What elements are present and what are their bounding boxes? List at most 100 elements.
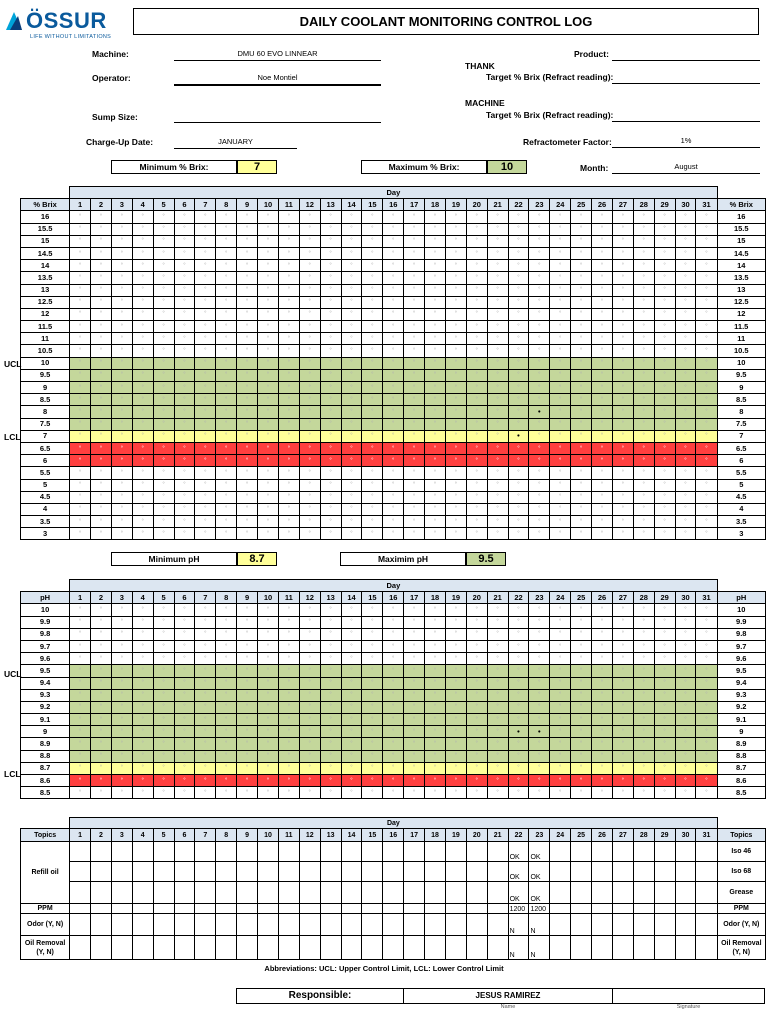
reading-cell[interactable]: ° [674,368,697,383]
reading-cell[interactable]: ° [298,676,321,690]
reading-cell[interactable]: ° [528,466,551,480]
reading-cell[interactable]: ° [319,676,342,690]
reading-cell[interactable]: ° [215,441,238,456]
reading-cell[interactable]: ° [653,502,676,517]
reading-cell[interactable]: ° [110,307,133,322]
reading-cell[interactable]: ° [528,700,551,715]
reading-cell[interactable]: ° [674,502,697,517]
reading-cell[interactable]: ° [277,234,300,248]
reading-cell[interactable]: ° [444,320,467,334]
reading-cell[interactable]: ° [382,502,405,517]
reading-cell[interactable]: ° [549,454,572,468]
topic-cell[interactable] [611,861,634,882]
reading-cell[interactable]: ° [257,259,279,273]
reading-cell[interactable]: ° [298,639,321,654]
reading-cell[interactable]: ° [361,246,384,261]
reading-cell[interactable]: ° [549,490,572,504]
reading-cell[interactable]: ° [444,332,467,346]
reading-cell[interactable]: ° [570,466,593,480]
reading-cell[interactable]: ° [486,652,509,666]
reading-cell[interactable]: ° [194,700,217,715]
reading-cell[interactable]: ° [257,417,279,431]
reading-cell[interactable]: ° [236,639,259,654]
reading-cell[interactable]: ° [90,454,112,468]
topic-cell[interactable] [298,913,321,936]
reading-cell[interactable]: ° [570,320,593,334]
reading-cell[interactable]: ° [340,344,363,358]
reading-cell[interactable]: ° [298,405,321,419]
reading-cell[interactable]: ° [173,332,196,346]
topic-cell[interactable] [152,903,175,914]
reading-cell[interactable]: ° [695,676,718,690]
reading-cell[interactable]: ° [194,429,217,443]
reading-cell[interactable]: ° [444,737,467,751]
reading-cell[interactable]: ° [549,417,572,431]
reading-cell[interactable]: ° [69,786,92,800]
reading-cell[interactable]: ° [403,259,426,273]
reading-cell[interactable]: ° [131,417,154,431]
reading-cell[interactable]: ° [653,627,676,641]
reading-cell[interactable]: ° [277,295,300,309]
reading-cell[interactable]: ° [90,393,112,407]
reading-cell[interactable]: ° [570,676,593,690]
reading-cell[interactable]: ° [611,603,634,617]
topic-cell[interactable] [549,881,572,904]
reading-cell[interactable]: ° [674,761,697,776]
reading-cell[interactable]: ° [528,259,551,273]
reading-cell[interactable]: ° [319,749,342,763]
reading-cell[interactable]: ° [257,688,279,702]
reading-cell[interactable]: ° [173,405,196,419]
reading-cell[interactable]: ° [340,737,363,751]
reading-cell[interactable]: ° [277,454,300,468]
topic-cell[interactable] [674,841,697,862]
reading-cell[interactable]: ° [444,749,467,763]
reading-cell[interactable]: ° [152,773,175,788]
reading-cell[interactable]: ° [194,515,217,529]
reading-cell[interactable]: ° [507,773,530,788]
reading-cell[interactable]: ° [257,380,279,395]
reading-cell[interactable]: ° [403,393,426,407]
reading-cell[interactable]: ° [486,676,509,690]
reading-cell[interactable]: ° [69,234,92,248]
reading-cell[interactable]: ° [298,527,321,541]
reading-cell[interactable]: ° [69,502,92,517]
reading-cell[interactable]: ° [257,356,279,370]
reading-cell[interactable]: ° [486,380,509,395]
reading-cell[interactable]: ° [403,615,426,629]
reading-cell[interactable]: ° [444,700,467,715]
reading-cell[interactable]: ° [465,737,488,751]
reading-cell[interactable]: ° [632,283,655,297]
reading-cell[interactable]: ° [215,749,238,763]
reading-cell[interactable]: ° [570,773,593,788]
topic-cell[interactable] [69,881,92,904]
reading-cell[interactable]: ° [69,749,92,763]
reading-cell[interactable]: ° [298,210,321,224]
reading-cell[interactable]: ° [340,417,363,431]
reading-cell[interactable]: ° [507,405,530,419]
topic-cell[interactable] [611,881,634,904]
topic-cell[interactable] [632,841,655,862]
reading-cell[interactable]: ° [403,627,426,641]
reading-cell[interactable]: ° [674,713,697,727]
reading-cell[interactable]: ° [90,749,112,763]
topic-cell[interactable] [298,881,321,904]
reading-cell[interactable]: ° [465,429,488,443]
reading-cell[interactable]: ° [424,737,446,751]
reading-cell[interactable]: ° [110,773,133,788]
reading-cell[interactable]: ° [549,356,572,370]
reading-cell[interactable]: ° [444,295,467,309]
reading-cell[interactable]: ° [69,466,92,480]
reading-cell[interactable]: ° [424,405,446,419]
reading-cell[interactable]: ° [611,368,634,383]
reading-cell[interactable]: ° [131,773,154,788]
reading-cell[interactable]: ° [361,259,384,273]
reading-cell[interactable]: ° [486,246,509,261]
reading-cell[interactable]: ° [444,713,467,727]
topic-cell[interactable] [591,903,613,914]
reading-cell[interactable]: ° [486,417,509,431]
reading-cell[interactable]: ° [277,603,300,617]
reading-cell[interactable]: ° [632,454,655,468]
reading-cell[interactable]: ° [674,749,697,763]
reading-cell[interactable]: ° [465,441,488,456]
reading-cell[interactable]: ° [110,615,133,629]
